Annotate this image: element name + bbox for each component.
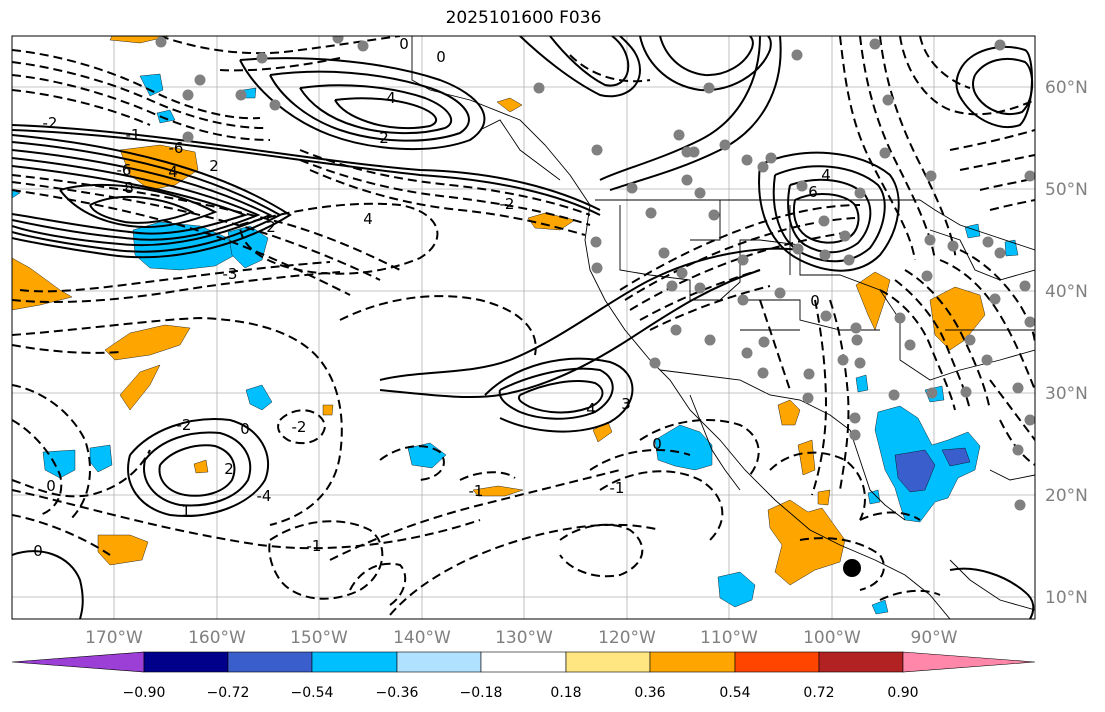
contour-label: -2 [177,416,192,434]
lon-tick-label: 90°W [911,628,958,648]
colorbar-label: −0.18 [460,685,503,701]
contour-label: -1 [469,482,484,500]
contour-label: -2 [500,195,515,213]
lon-tick-label: 140°W [393,628,451,648]
strong-negative-shading [894,447,971,493]
contour-label: 2 [379,129,389,147]
dashed-contours [12,36,1035,616]
lat-tick-label: 60°N [1045,78,1088,98]
contour-label: -2 [292,418,307,436]
lon-tick-label: 120°W [598,628,656,648]
contour-label: -3 [223,265,238,283]
contour-label: 4 [586,400,596,418]
colorbar-arrow-left [11,651,145,673]
colorbar-label: −0.90 [123,685,166,701]
contour-label: 2 [209,157,219,175]
lat-tick-label: 10°N [1045,588,1088,608]
contour-label: 6 [808,183,818,201]
colorbar-label: −0.36 [376,685,419,701]
contour-label: 8 [124,179,134,197]
lat-tick-label: 30°N [1045,384,1088,404]
colorbar [11,651,1036,673]
colorbar-label: 0.90 [887,685,918,701]
colorbar-segment [311,651,398,673]
colorbar-segment [227,651,313,673]
colorbar-segment [143,651,229,673]
contour-label: -1 [126,126,141,144]
contour-label: 0 [399,35,409,53]
colorbar-label: 0.18 [550,685,581,701]
contour-label: 2 [266,218,276,236]
map-title: 2025101600 F036 [445,8,602,28]
map-content: 0 0 -2 4 2 4 -6 2 8 -6 4 6 4 -1 -3 4 -2 … [12,35,1035,619]
solid-contours [12,36,1035,619]
lon-tick-label: 170°W [85,628,143,648]
colorbar-segment [818,651,904,673]
longitude-axis: 170°W 160°W 150°W 140°W 130°W 120°W 110°… [85,628,958,648]
colorbar-segment [734,651,820,673]
contour-label: -1 [610,479,625,497]
contour-label: -6 [117,161,132,179]
colorbar-labels: −0.90 −0.72 −0.54 −0.36 −0.18 0.18 0.36 … [123,685,919,701]
colorbar-segment [649,651,736,673]
colorbar-segment [396,651,482,673]
colorbar-label: 0.72 [803,685,834,701]
contour-label: 3 [621,395,631,413]
contour-label: 1 [181,502,191,520]
lon-tick-label: 150°W [290,628,348,648]
map-frame [11,35,1036,620]
lat-tick-label: 20°N [1045,486,1088,506]
colorbar-segment [565,651,651,673]
colorbar-label: 0.36 [634,685,665,701]
lon-tick-label: 100°W [803,628,861,648]
latitude-axis: 60°N 50°N 40°N 30°N 20°N 10°N [1045,78,1088,608]
contour-label-group: 0 0 -2 4 2 4 -6 2 8 -6 4 6 4 -1 -3 4 -2 … [33,35,831,560]
contour-label: -4 [257,487,272,505]
contour-label: 4 [821,166,831,184]
contour-label: 0 [240,420,250,438]
lon-tick-label: 110°W [700,628,758,648]
lat-tick-label: 40°N [1045,282,1088,302]
colorbar-arrow-right [902,651,1036,673]
lat-tick-label: 50°N [1045,180,1088,200]
station-dots [155,36,1035,511]
lon-tick-label: 160°W [188,628,246,648]
colorbar-segment [480,651,567,673]
contour-label: 4 [168,163,178,181]
contour-label: 0 [652,435,662,453]
contour-label: -6 [169,139,184,157]
colorbar-label: −0.72 [207,685,250,701]
contour-label: 2 [224,460,234,478]
contour-label: 0 [810,292,820,310]
contour-label: 0 [46,477,56,495]
storm-marker [843,559,861,577]
contour-label: 4 [363,210,373,228]
contour-label: -1 [307,537,322,555]
colorbar-label: 0.54 [719,685,750,701]
colorbar-label: −0.54 [291,685,334,701]
contour-label: 0 [436,48,446,66]
contour-label: 0 [33,542,43,560]
contour-label: 4 [386,89,396,107]
lon-tick-label: 130°W [495,628,553,648]
contour-label: -2 [43,114,58,132]
